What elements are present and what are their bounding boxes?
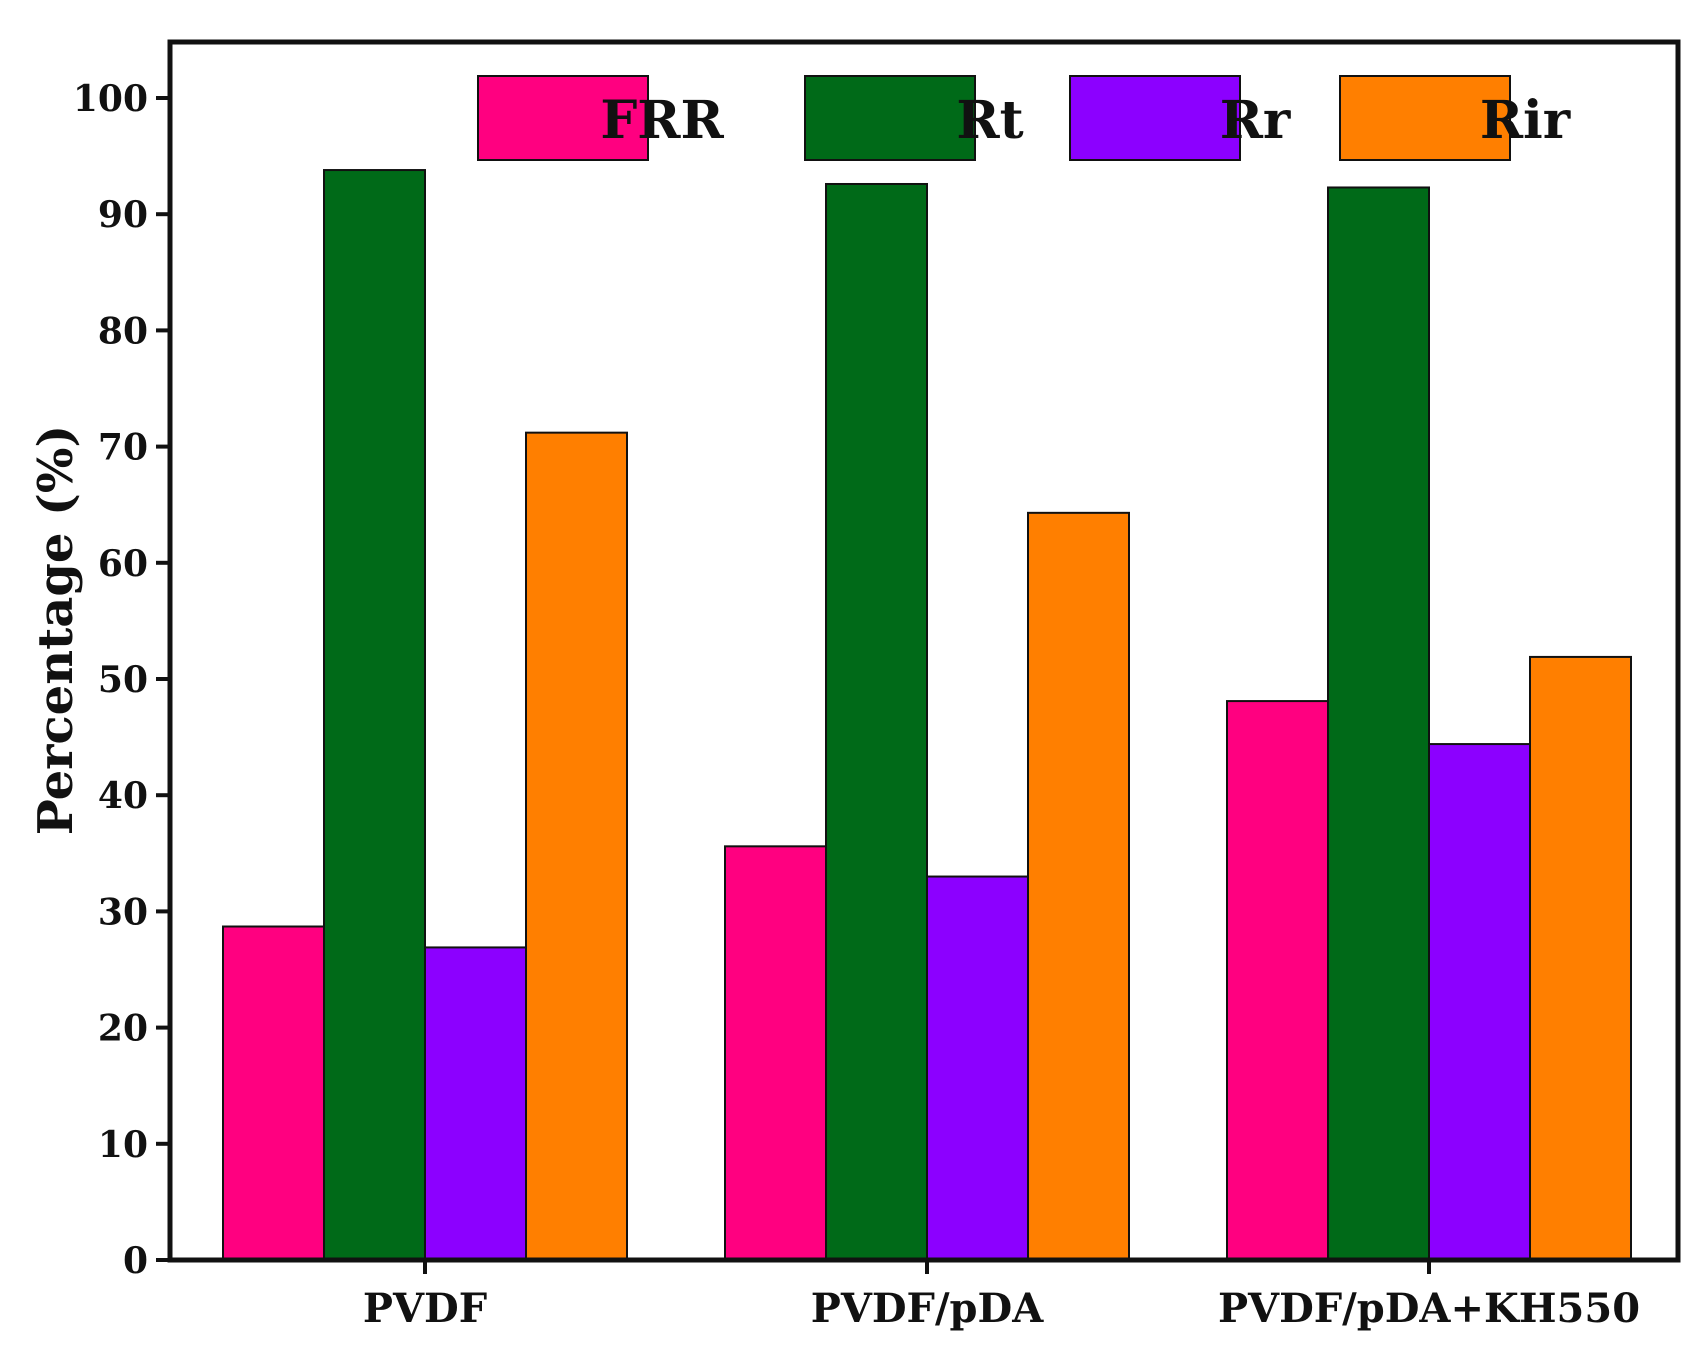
y-tick-label: 100	[73, 78, 148, 120]
legend-swatch-rr	[1069, 75, 1241, 161]
x-category-label: PVDF/pDA+KH550	[1218, 1285, 1640, 1332]
y-tick-label: 10	[98, 1124, 148, 1166]
y-tick-label: 30	[98, 891, 148, 933]
bars-layer	[222, 169, 1632, 1262]
x-category-label: PVDF/pDA	[811, 1285, 1044, 1332]
bar-rt-pvdf	[323, 169, 426, 1262]
y-axis-title: Percentage (%)	[28, 425, 84, 835]
legend: FRR Rt Rr Rir	[477, 75, 1571, 161]
plot-frame	[167, 39, 1681, 1263]
bar-rr-pvdf-pda	[926, 875, 1029, 1261]
legend-label-frr: FRR	[600, 90, 724, 151]
x-axis: PVDF PVDF/pDA PVDF/pDA+KH550	[363, 1260, 1640, 1332]
legend-label-rr: Rr	[1220, 90, 1291, 151]
bar-rir-pvdf	[525, 431, 628, 1261]
bar-rr-pvdf	[424, 946, 527, 1261]
y-tick-label: 20	[98, 1008, 148, 1050]
legend-label-rir: Rir	[1480, 90, 1571, 151]
bar-rr-pvdf-pda-kh550	[1428, 743, 1531, 1261]
legend-swatch-frr	[477, 75, 649, 161]
legend-swatch-rt	[804, 75, 976, 161]
y-tick-label: 90	[98, 194, 148, 236]
legend-label-rt: Rt	[956, 90, 1023, 151]
y-tick-label: 40	[98, 775, 148, 817]
y-axis: 0 10 20 30 40 50 60 70 80 90 100	[73, 78, 170, 1282]
y-tick-label: 80	[98, 310, 148, 352]
bar-frr-pvdf	[222, 925, 325, 1261]
bar-rt-pvdf-pda	[825, 182, 928, 1261]
bar-frr-pvdf-pda-kh550	[1226, 700, 1329, 1261]
y-tick-label: 0	[123, 1240, 148, 1282]
bar-rir-pvdf-pda	[1027, 511, 1130, 1261]
x-category-label: PVDF	[363, 1285, 487, 1332]
bar-rt-pvdf-pda-kh550	[1327, 186, 1430, 1261]
y-tick-label: 60	[98, 543, 148, 585]
bar-frr-pvdf-pda	[724, 845, 827, 1261]
bar-rir-pvdf-pda-kh550	[1529, 655, 1632, 1261]
y-tick-label: 70	[98, 427, 148, 469]
y-tick-label: 50	[98, 659, 148, 701]
legend-swatch-rir	[1339, 75, 1511, 161]
